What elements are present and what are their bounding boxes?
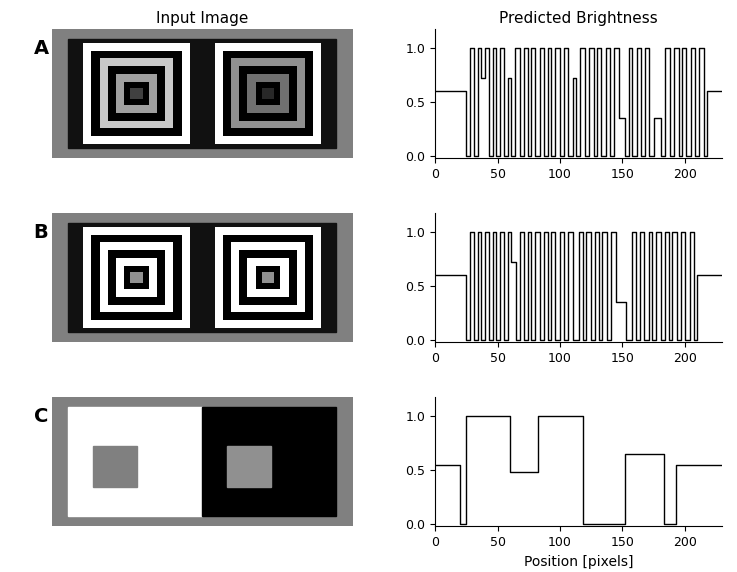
- Bar: [202, 407, 337, 516]
- Bar: [68, 407, 202, 516]
- Bar: [130, 272, 143, 283]
- Bar: [256, 266, 280, 289]
- Bar: [214, 227, 321, 328]
- Bar: [116, 258, 157, 297]
- Bar: [223, 51, 313, 136]
- Bar: [248, 74, 289, 113]
- Bar: [108, 66, 165, 121]
- Bar: [248, 258, 289, 297]
- Bar: [262, 88, 274, 99]
- Bar: [262, 272, 274, 283]
- Bar: [231, 243, 305, 312]
- X-axis label: Position [pixels]: Position [pixels]: [524, 554, 634, 569]
- Text: C: C: [33, 407, 48, 426]
- Bar: [240, 66, 297, 121]
- Bar: [83, 43, 190, 144]
- Bar: [227, 446, 270, 487]
- Title: Predicted Brightness: Predicted Brightness: [500, 11, 658, 26]
- Bar: [223, 235, 313, 320]
- Bar: [91, 235, 182, 320]
- Bar: [130, 88, 143, 99]
- Bar: [124, 266, 149, 289]
- Bar: [116, 74, 157, 113]
- Title: Input Image: Input Image: [156, 11, 248, 26]
- Bar: [108, 250, 165, 305]
- Bar: [240, 250, 297, 305]
- Bar: [231, 58, 305, 128]
- Bar: [68, 223, 337, 332]
- Text: A: A: [33, 39, 49, 58]
- Bar: [83, 227, 190, 328]
- Bar: [214, 43, 321, 144]
- Bar: [99, 243, 173, 312]
- Bar: [91, 51, 182, 136]
- Bar: [93, 446, 136, 487]
- Text: B: B: [33, 223, 48, 242]
- Bar: [256, 82, 280, 105]
- Bar: [99, 58, 173, 128]
- Bar: [68, 39, 337, 148]
- Bar: [124, 82, 149, 105]
